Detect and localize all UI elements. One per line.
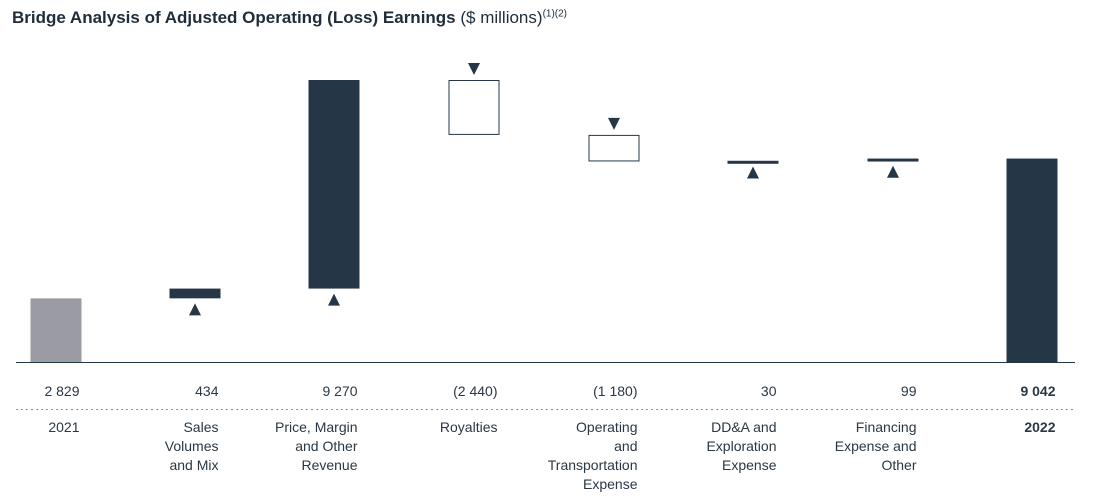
arrow-down-icon xyxy=(608,117,620,130)
bar-7 xyxy=(1006,158,1058,362)
arrow-up-icon xyxy=(189,303,201,316)
category-label: Sales Volumes and Mix xyxy=(165,419,219,473)
category-label-line: Expense and xyxy=(835,438,917,454)
category-label-line: Expense xyxy=(722,457,777,473)
chart-title-main: Bridge Analysis of Adjusted Operating (L… xyxy=(12,8,456,27)
category-label-line: Sales xyxy=(183,419,218,435)
category-label-line: Expense xyxy=(583,476,638,492)
bar-2 xyxy=(308,80,360,289)
value-label: (1 180) xyxy=(593,383,637,399)
value-label: 9 042 xyxy=(1020,383,1055,399)
category-label-line: Financing xyxy=(856,419,917,435)
category-label: 2021 xyxy=(48,419,79,435)
category-label-line: and Mix xyxy=(169,457,218,473)
category-label-line: 2021 xyxy=(48,419,79,435)
value-label: 2 829 xyxy=(44,383,79,399)
category-label-line: Other xyxy=(881,457,916,473)
value-label: 9 270 xyxy=(322,383,357,399)
arrow-down-icon xyxy=(468,63,480,75)
category-label-line: Royalties xyxy=(440,419,498,435)
category-label-line: Price, Margin xyxy=(275,419,357,435)
category-label: Financing Expense and Other xyxy=(835,419,917,473)
category-label: Operating and Transportation Expense xyxy=(548,419,638,492)
bar-1 xyxy=(169,288,221,299)
category-label: 2022 xyxy=(1024,419,1055,435)
category-label: Price, Margin and Other Revenue xyxy=(275,419,358,473)
bar-0 xyxy=(30,298,82,362)
category-label-line: 2022 xyxy=(1024,419,1055,435)
category-label-line: Transportation xyxy=(548,457,638,473)
category-label-line: Operating xyxy=(576,419,637,435)
category-label-line: Exploration xyxy=(706,438,776,454)
bar-5 xyxy=(727,160,779,164)
bar-4 xyxy=(588,134,640,162)
value-label: 99 xyxy=(901,383,917,399)
category-label-line: and Other xyxy=(295,438,358,454)
value-label: 30 xyxy=(761,383,777,399)
category-label-line: DD&A and xyxy=(711,419,776,435)
category-label: DD&A and Exploration Expense xyxy=(706,419,776,473)
category-label-line: Volumes xyxy=(165,438,219,454)
category-label: Royalties xyxy=(440,419,498,435)
chart-title-unit: ($ millions) xyxy=(460,8,543,27)
chart-title-footnotes: (1)(2) xyxy=(542,8,568,20)
value-label: 434 xyxy=(195,383,219,399)
chart-title: Bridge Analysis of Adjusted Operating (L… xyxy=(12,8,567,28)
arrow-up-icon xyxy=(747,166,759,179)
value-label: (2 440) xyxy=(453,383,497,399)
bar-6 xyxy=(867,158,919,162)
arrow-up-icon xyxy=(328,293,340,306)
category-label-line: Revenue xyxy=(301,457,357,473)
arrow-up-icon xyxy=(887,165,899,178)
category-label-line: and xyxy=(614,438,637,454)
bar-3 xyxy=(448,80,500,135)
